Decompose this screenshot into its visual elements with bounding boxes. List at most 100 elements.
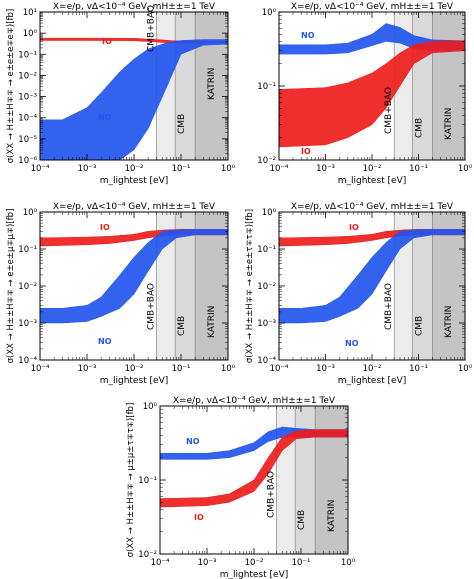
- series-band-no: [279, 229, 465, 324]
- region-label: KATRIN: [327, 500, 337, 532]
- panel-2: CMB+BAO CMB KATRIN NO IO 10⁻⁴ 10⁻³ 10⁻² 10⁻¹ 10⁰ 1…: [257, 2, 472, 186]
- x-tick-label: 10⁰: [221, 164, 236, 174]
- region-label: KATRIN: [207, 306, 217, 338]
- y-tick-label: 10⁰: [262, 208, 277, 218]
- x-tick-label: 10⁻²: [125, 364, 144, 374]
- x-tick-label: 10⁻¹: [409, 364, 428, 374]
- series-band-no: [40, 229, 228, 324]
- x-tick-label: 10⁻³: [198, 558, 217, 568]
- panel-title: X=e/p, vΔ<10⁻⁴ GeV, mH±±=1 TeV: [173, 396, 336, 406]
- x-tick-label: 10⁻¹: [409, 164, 428, 174]
- y-tick-label: 10⁻⁶: [18, 156, 37, 166]
- panel-5: CMB+BAO CMB KATRIN NO IO 10⁻⁴ 10⁻³ 10⁻² 10⁻¹ 10⁰ 1…: [126, 396, 356, 579]
- series-label: NO: [98, 113, 112, 122]
- y-axis-label: σ(XX → H±±H∓∓ → e±e±τ∓τ∓)[fb]: [245, 209, 255, 363]
- panel-title: X=e/p, vΔ<10⁻⁴ GeV, mH±±=1 TeV: [53, 2, 216, 12]
- y-tick-label: 10⁻²: [18, 282, 37, 292]
- region-label: KATRIN: [444, 108, 454, 140]
- x-tick-label: 10⁻¹: [172, 364, 191, 374]
- y-tick-label: 10⁻¹: [138, 476, 157, 486]
- series-label: IO: [301, 147, 311, 156]
- region-label: CMB: [415, 316, 425, 336]
- plot-area: [279, 12, 465, 160]
- y-tick-label: 10⁻²: [257, 156, 276, 166]
- y-tick-label: 10⁰: [23, 208, 38, 218]
- plot-area: [160, 406, 348, 554]
- series-label: IO: [102, 37, 112, 46]
- x-tick-label: 10⁻¹: [172, 164, 191, 174]
- series-label: NO: [98, 337, 112, 346]
- region-label: KATRIN: [207, 68, 217, 100]
- x-tick-label: 10⁻³: [316, 164, 335, 174]
- region-label: CMB: [297, 510, 307, 530]
- y-axis-label: σ(XX → H±±H∓∓ → μ±μ±τ∓τ∓)[fb]: [126, 403, 136, 558]
- x-axis-label: m_lightest [eV]: [220, 570, 289, 579]
- x-tick-label: 10⁻¹: [292, 558, 311, 568]
- x-axis-label: m_lightest [eV]: [100, 176, 169, 186]
- series-label: IO: [100, 223, 110, 232]
- x-tick-label: 10⁻⁴: [31, 364, 50, 374]
- plot-area: [40, 212, 228, 360]
- panel-title: X=e/p, vΔ<10⁻⁴ GeV, mH±±=1 TeV: [53, 202, 216, 212]
- series-label: IO: [194, 513, 204, 522]
- y-tick-label: 10⁻²: [257, 282, 276, 292]
- plot-area: [279, 212, 465, 360]
- panel-title: X=e/p, vΔ<10⁻⁴ GeV, mH±±=1 TeV: [291, 202, 454, 212]
- series-band-io: [279, 40, 465, 148]
- region-label: CMB: [177, 114, 187, 134]
- y-tick-label: 10⁻¹: [257, 82, 276, 92]
- x-tick-label: 10⁻⁴: [151, 558, 170, 568]
- y-tick-label: 10⁻¹: [18, 50, 37, 60]
- x-axis-label: m_lightest [eV]: [338, 176, 407, 186]
- region-label: CMB: [415, 118, 425, 138]
- region-label: CMB+BAO: [266, 471, 276, 518]
- y-axis-label: σ(XX → H±±H∓∓ → e±e±e∓e∓)[fb]: [6, 9, 16, 163]
- x-axis-label: m_lightest [eV]: [100, 376, 169, 386]
- y-tick-label: 10⁻¹: [18, 245, 37, 255]
- series-label: IO: [349, 223, 359, 232]
- panel-4: CMB+BAO CMB KATRIN IO NO 10⁻⁴ 10⁻³ 10⁻² 10⁻¹ 10⁰ 1…: [245, 202, 473, 386]
- y-axis-label: σ(XX → H±±H∓∓ → e±e±μ∓μ∓)[fb]: [6, 209, 16, 364]
- region-label: CMB: [177, 316, 187, 336]
- y-tick-label: 10⁻³: [18, 319, 37, 329]
- x-axis-label: m_lightest [eV]: [338, 376, 407, 386]
- series-band-no: [40, 39, 228, 160]
- series-band-io: [160, 429, 348, 508]
- y-tick-label: 10⁻⁵: [18, 135, 37, 145]
- x-tick-label: 10⁻²: [125, 164, 144, 174]
- plot-area: [40, 12, 228, 160]
- x-tick-label: 10⁰: [458, 164, 473, 174]
- y-tick-label: 10⁻¹: [257, 245, 276, 255]
- series-label: NO: [345, 339, 359, 348]
- x-tick-label: 10⁰: [458, 364, 473, 374]
- x-tick-label: 10⁻³: [78, 364, 97, 374]
- x-tick-label: 10⁻²: [245, 558, 264, 568]
- y-tick-label: 10⁻³: [257, 319, 276, 329]
- y-tick-label: 10⁻⁴: [257, 356, 276, 366]
- region-band: [195, 12, 228, 160]
- panel-1: CMB+BAO CMB KATRIN IO NO 10⁻⁴ 10⁻³ 10⁻² 10⁻¹ 10⁰ 1…: [6, 2, 236, 186]
- y-tick-label: 10⁰: [262, 8, 277, 18]
- y-tick-label: 10⁻²: [18, 71, 37, 81]
- x-tick-label: 10⁻⁴: [270, 364, 289, 374]
- x-tick-label: 10⁻⁴: [270, 164, 289, 174]
- region-label: CMB+BAO: [146, 283, 156, 330]
- x-tick-label: 10⁰: [341, 558, 356, 568]
- panel-3: CMB+BAO CMB KATRIN IO NO 10⁻⁴ 10⁻³ 10⁻² 10⁻¹ 10⁰ 1…: [6, 202, 236, 386]
- y-tick-label: 10⁰: [23, 29, 38, 39]
- y-tick-label: 10⁰: [143, 402, 158, 412]
- y-tick-label: 10¹: [23, 8, 37, 18]
- x-tick-label: 10⁰: [221, 364, 236, 374]
- x-tick-label: 10⁻³: [78, 164, 97, 174]
- x-tick-label: 10⁻²: [363, 164, 382, 174]
- x-tick-label: 10⁻²: [363, 364, 382, 374]
- y-tick-label: 10⁻⁴: [18, 356, 37, 366]
- region-label: CMB+BAO: [384, 283, 394, 330]
- region-label: KATRIN: [444, 306, 454, 338]
- series-label: NO: [301, 31, 315, 40]
- x-tick-label: 10⁻⁴: [31, 164, 50, 174]
- region-label: CMB+BAO: [146, 5, 156, 52]
- y-tick-label: 10⁻³: [18, 93, 37, 103]
- series-label: NO: [186, 437, 200, 446]
